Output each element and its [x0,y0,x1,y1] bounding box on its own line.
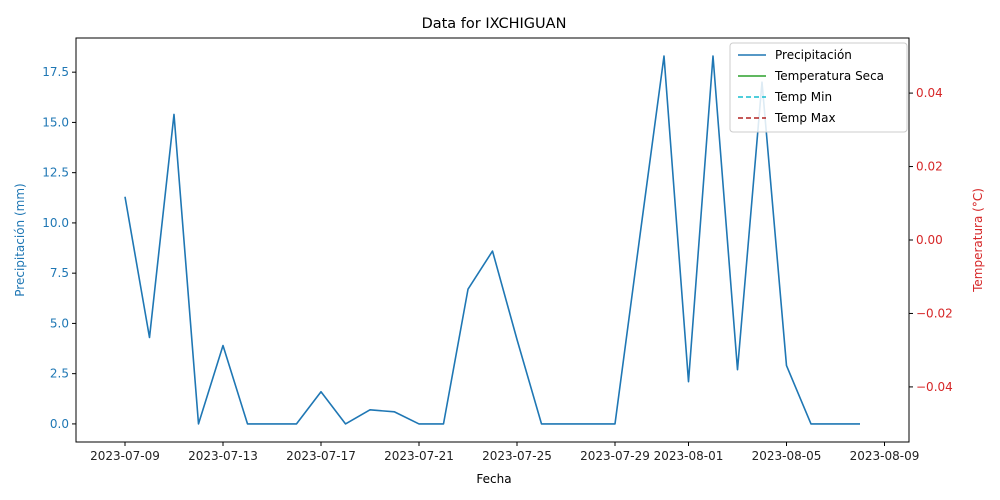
y-right-tick-label: 0.04 [916,86,943,100]
y-left-tick-label: 10.0 [42,216,69,230]
plot-frame [75,37,910,443]
x-axis-title: Fecha [476,472,511,486]
legend-label: Temp Max [774,111,836,125]
ticks-layer: 2023-07-09 2023-07-13 2023-07-17 2023-07-21… [42,65,953,463]
y-left-tick-label: 2.5 [50,367,69,381]
x-tick-label: 2023-07-25 [482,449,552,463]
y-right-tick-label: −0.04 [916,380,953,394]
y-left-tick-label: 17.5 [42,65,69,79]
x-tick-label: 2023-07-13 [188,449,258,463]
x-tick-label: 2023-07-17 [286,449,356,463]
x-tick-label: 2023-08-09 [850,449,920,463]
y-left-tick-label: 15.0 [42,115,69,129]
legend-label: Precipitación [775,48,852,62]
series-layer [124,55,860,425]
y-left-tick-label: 0.0 [50,417,69,431]
x-tick-label: 2023-07-29 [580,449,650,463]
legend-box [729,42,908,133]
x-tick-label: 2023-08-01 [654,449,724,463]
y-left-tick-label: 5.0 [50,316,69,330]
y-right-tick-label: 0.02 [916,160,943,174]
y-axis-title-left: Precipitación (mm) [13,183,27,296]
chart-title: Data for IXCHIGUAN [422,16,567,32]
y-axis-title-right: Temperatura (°C) [971,188,985,293]
series-line-0 [124,55,860,425]
x-tick-label: 2023-08-05 [752,449,822,463]
y-right-tick-label: −0.02 [916,306,953,320]
y-right-tick-label: 0.00 [916,233,943,247]
x-tick-label: 2023-07-09 [90,449,160,463]
legend-label: Temp Min [774,90,832,104]
y-left-tick-label: 12.5 [42,166,69,180]
x-tick-label: 2023-07-21 [384,449,454,463]
legend: Precipitación Temperatura Seca Temp Min Tem… [729,42,908,133]
legend-label: Temperatura Seca [774,69,884,83]
y-left-tick-label: 7.5 [50,266,69,280]
